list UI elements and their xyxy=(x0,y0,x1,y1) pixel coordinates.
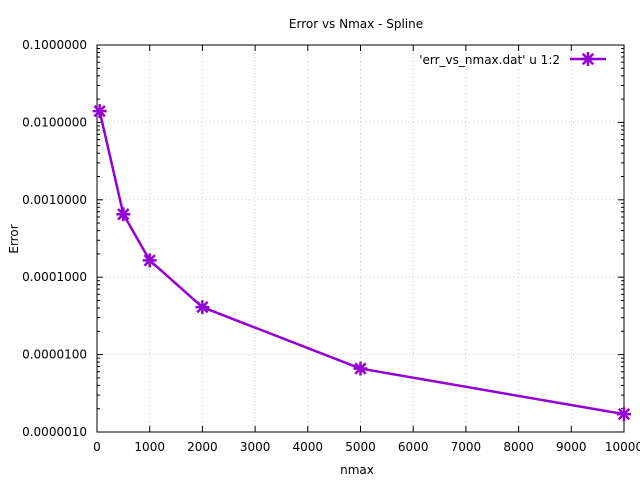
y-tick-label: 0.1000000 xyxy=(22,38,87,52)
x-tick-label: 1000 xyxy=(134,440,165,454)
y-tick-label: 0.0001000 xyxy=(22,270,87,284)
x-tick-label: 8000 xyxy=(503,440,534,454)
data-point xyxy=(617,407,631,422)
data-point xyxy=(116,207,131,222)
y-tick-label: 0.0000010 xyxy=(22,425,87,439)
legend-marker xyxy=(581,52,595,66)
legend-label: 'err_vs_nmax.dat' u 1:2 xyxy=(419,53,560,67)
chart-title: Error vs Nmax - Spline xyxy=(289,17,423,31)
series-layer xyxy=(92,104,631,422)
y-tick-label: 0.0100000 xyxy=(22,115,87,129)
x-tick-label: 2000 xyxy=(187,440,218,454)
x-tick-label: 4000 xyxy=(293,440,324,454)
legend: 'err_vs_nmax.dat' u 1:2 xyxy=(419,52,606,67)
x-tick-labels: 0 1000 2000 3000 4000 5000 6000 7000 8000 9000 100… xyxy=(93,440,640,454)
x-tick-label: 10000 xyxy=(605,440,640,454)
y-tick-labels: 0.0000010 0.0000100 0.0001000 0.0010000 0.01… xyxy=(22,38,87,439)
x-tick-label: 5000 xyxy=(345,440,376,454)
data-point xyxy=(92,104,107,119)
x-tick-label: 3000 xyxy=(240,440,271,454)
x-tick-label: 7000 xyxy=(451,440,482,454)
x-tick-label: 9000 xyxy=(556,440,587,454)
x-tick-label: 0 xyxy=(93,440,101,454)
legend-marker-star xyxy=(581,52,595,66)
data-point xyxy=(142,253,157,268)
axis-ticks xyxy=(96,44,625,433)
grid xyxy=(97,45,624,432)
data-point xyxy=(353,361,368,376)
data-point xyxy=(195,300,210,315)
x-tick-label: 6000 xyxy=(398,440,429,454)
y-axis-label: Error xyxy=(7,224,21,253)
x-axis-label: nmax xyxy=(340,463,374,477)
y-tick-label: 0.0010000 xyxy=(22,193,87,207)
y-tick-label: 0.0000100 xyxy=(22,348,87,362)
series-line xyxy=(98,110,625,416)
